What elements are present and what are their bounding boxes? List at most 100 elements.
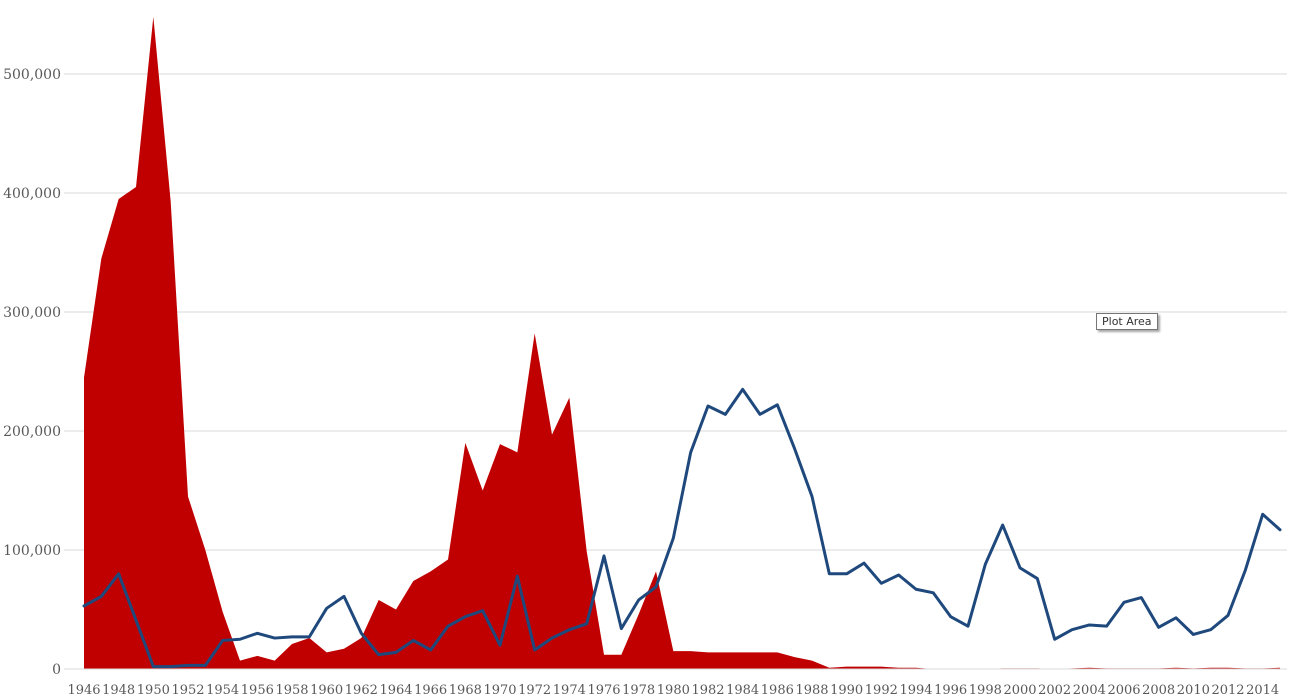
y-tick-label: 500,000 [3, 67, 61, 83]
x-tick-label: 1962 [345, 683, 378, 698]
line-point-1993 [898, 574, 899, 575]
area-point-1950 [153, 16, 154, 17]
x-tick-label: 2008 [1142, 683, 1175, 698]
x-tick-label: 2000 [1003, 683, 1036, 698]
x-tick-label: 1994 [899, 683, 932, 698]
area-point-1962 [361, 638, 362, 639]
line-point-1949 [136, 620, 137, 621]
area-point-1974 [569, 397, 570, 398]
line-point-1994 [916, 589, 917, 590]
x-tick-label: 1966 [414, 683, 447, 698]
line-point-2007 [1141, 597, 1142, 598]
area-point-1952 [188, 496, 189, 497]
area-series [84, 16, 1281, 669]
x-tick-label: 1980 [657, 683, 690, 698]
x-tick-label: 2002 [1038, 683, 1071, 698]
line-series-path [82, 387, 1282, 669]
y-tick-label: 300,000 [3, 305, 61, 321]
x-tick-label: 1950 [137, 683, 170, 698]
line-point-1984 [742, 389, 743, 390]
area-point-1986 [777, 652, 778, 653]
x-tick-label: 1954 [206, 683, 239, 698]
area-point-1978 [638, 614, 639, 615]
line-point-1977 [621, 628, 622, 629]
x-tick-label: 1978 [622, 683, 655, 698]
area-point-1954 [222, 611, 223, 612]
area-point-2004 [1089, 667, 1090, 668]
area-point-1993 [898, 667, 899, 668]
line-point-1946 [84, 605, 85, 606]
x-tick-label: 1986 [761, 683, 794, 698]
line-point-1948 [118, 573, 119, 574]
line-point-1996 [950, 616, 951, 617]
line-point-2003 [1072, 629, 1073, 630]
line-point-1982 [708, 406, 709, 407]
x-tick-label: 1974 [553, 683, 586, 698]
area-point-1970 [500, 444, 501, 445]
area-point-1983 [725, 652, 726, 653]
line-point-1981 [690, 452, 691, 453]
line-point-1986 [777, 404, 778, 405]
x-tick-label: 1972 [518, 683, 551, 698]
line-point-1955 [240, 639, 241, 640]
line-point-1951 [170, 666, 171, 667]
line-point-2011 [1210, 629, 1211, 630]
area-point-1985 [760, 652, 761, 653]
line-point-2005 [1106, 626, 1107, 627]
x-tick-label: 1952 [171, 683, 204, 698]
area-point-1972 [534, 333, 535, 334]
plot-area-tooltip: Plot Area [1096, 313, 1158, 330]
line-point-2008 [1158, 627, 1159, 628]
area-point-1987 [794, 657, 795, 658]
area-point-1963 [378, 599, 379, 600]
area-point-1980 [673, 651, 674, 652]
line-point-1997 [968, 626, 969, 627]
x-tick-label: 2014 [1246, 683, 1279, 698]
x-tick-label: 1988 [795, 683, 828, 698]
x-tick-label: 1990 [830, 683, 863, 698]
line-point-1954 [222, 640, 223, 641]
x-tick-label: 1984 [726, 683, 759, 698]
line-point-2015 [1280, 529, 1281, 530]
line-point-2013 [1245, 570, 1246, 571]
area-point-1965 [413, 580, 414, 581]
x-tick-label: 1946 [67, 683, 100, 698]
area-point-1971 [517, 452, 518, 453]
area-point-1956 [257, 655, 258, 656]
line-point-1990 [846, 573, 847, 574]
axes: 0 100,000 200,000 300,000 400,000 500,000 1946… [3, 67, 1287, 698]
line-point-2002 [1054, 639, 1055, 640]
line-point-2004 [1089, 624, 1090, 625]
line-point-1971 [517, 576, 518, 577]
line-series [82, 387, 1282, 669]
area-point-1967 [448, 559, 449, 560]
line-point-1968 [465, 616, 466, 617]
line-point-1987 [794, 448, 795, 449]
area-point-1947 [101, 258, 102, 259]
line-point-2012 [1228, 615, 1229, 616]
area-point-1969 [482, 490, 483, 491]
line-point-1952 [188, 665, 189, 666]
area-point-1975 [586, 551, 587, 552]
line-point-1979 [656, 586, 657, 587]
line-point-2000 [1020, 567, 1021, 568]
line-point-1964 [396, 652, 397, 653]
line-point-1947 [101, 596, 102, 597]
line-point-1995 [933, 592, 934, 593]
line-point-1991 [864, 563, 865, 564]
line-point-2006 [1124, 602, 1125, 603]
line-point-1988 [812, 496, 813, 497]
line-point-1989 [829, 573, 830, 574]
line-point-1985 [760, 414, 761, 415]
x-tick-label: 1956 [241, 683, 274, 698]
area-point-2015 [1280, 667, 1281, 668]
x-tick-label: 1968 [449, 683, 482, 698]
line-point-1972 [534, 649, 535, 650]
line-point-1950 [153, 666, 154, 667]
area-point-1955 [240, 660, 241, 661]
area-point-1946 [84, 377, 85, 378]
x-tick-label: 2006 [1107, 683, 1140, 698]
area-point-1988 [812, 660, 813, 661]
line-point-2009 [1176, 617, 1177, 618]
